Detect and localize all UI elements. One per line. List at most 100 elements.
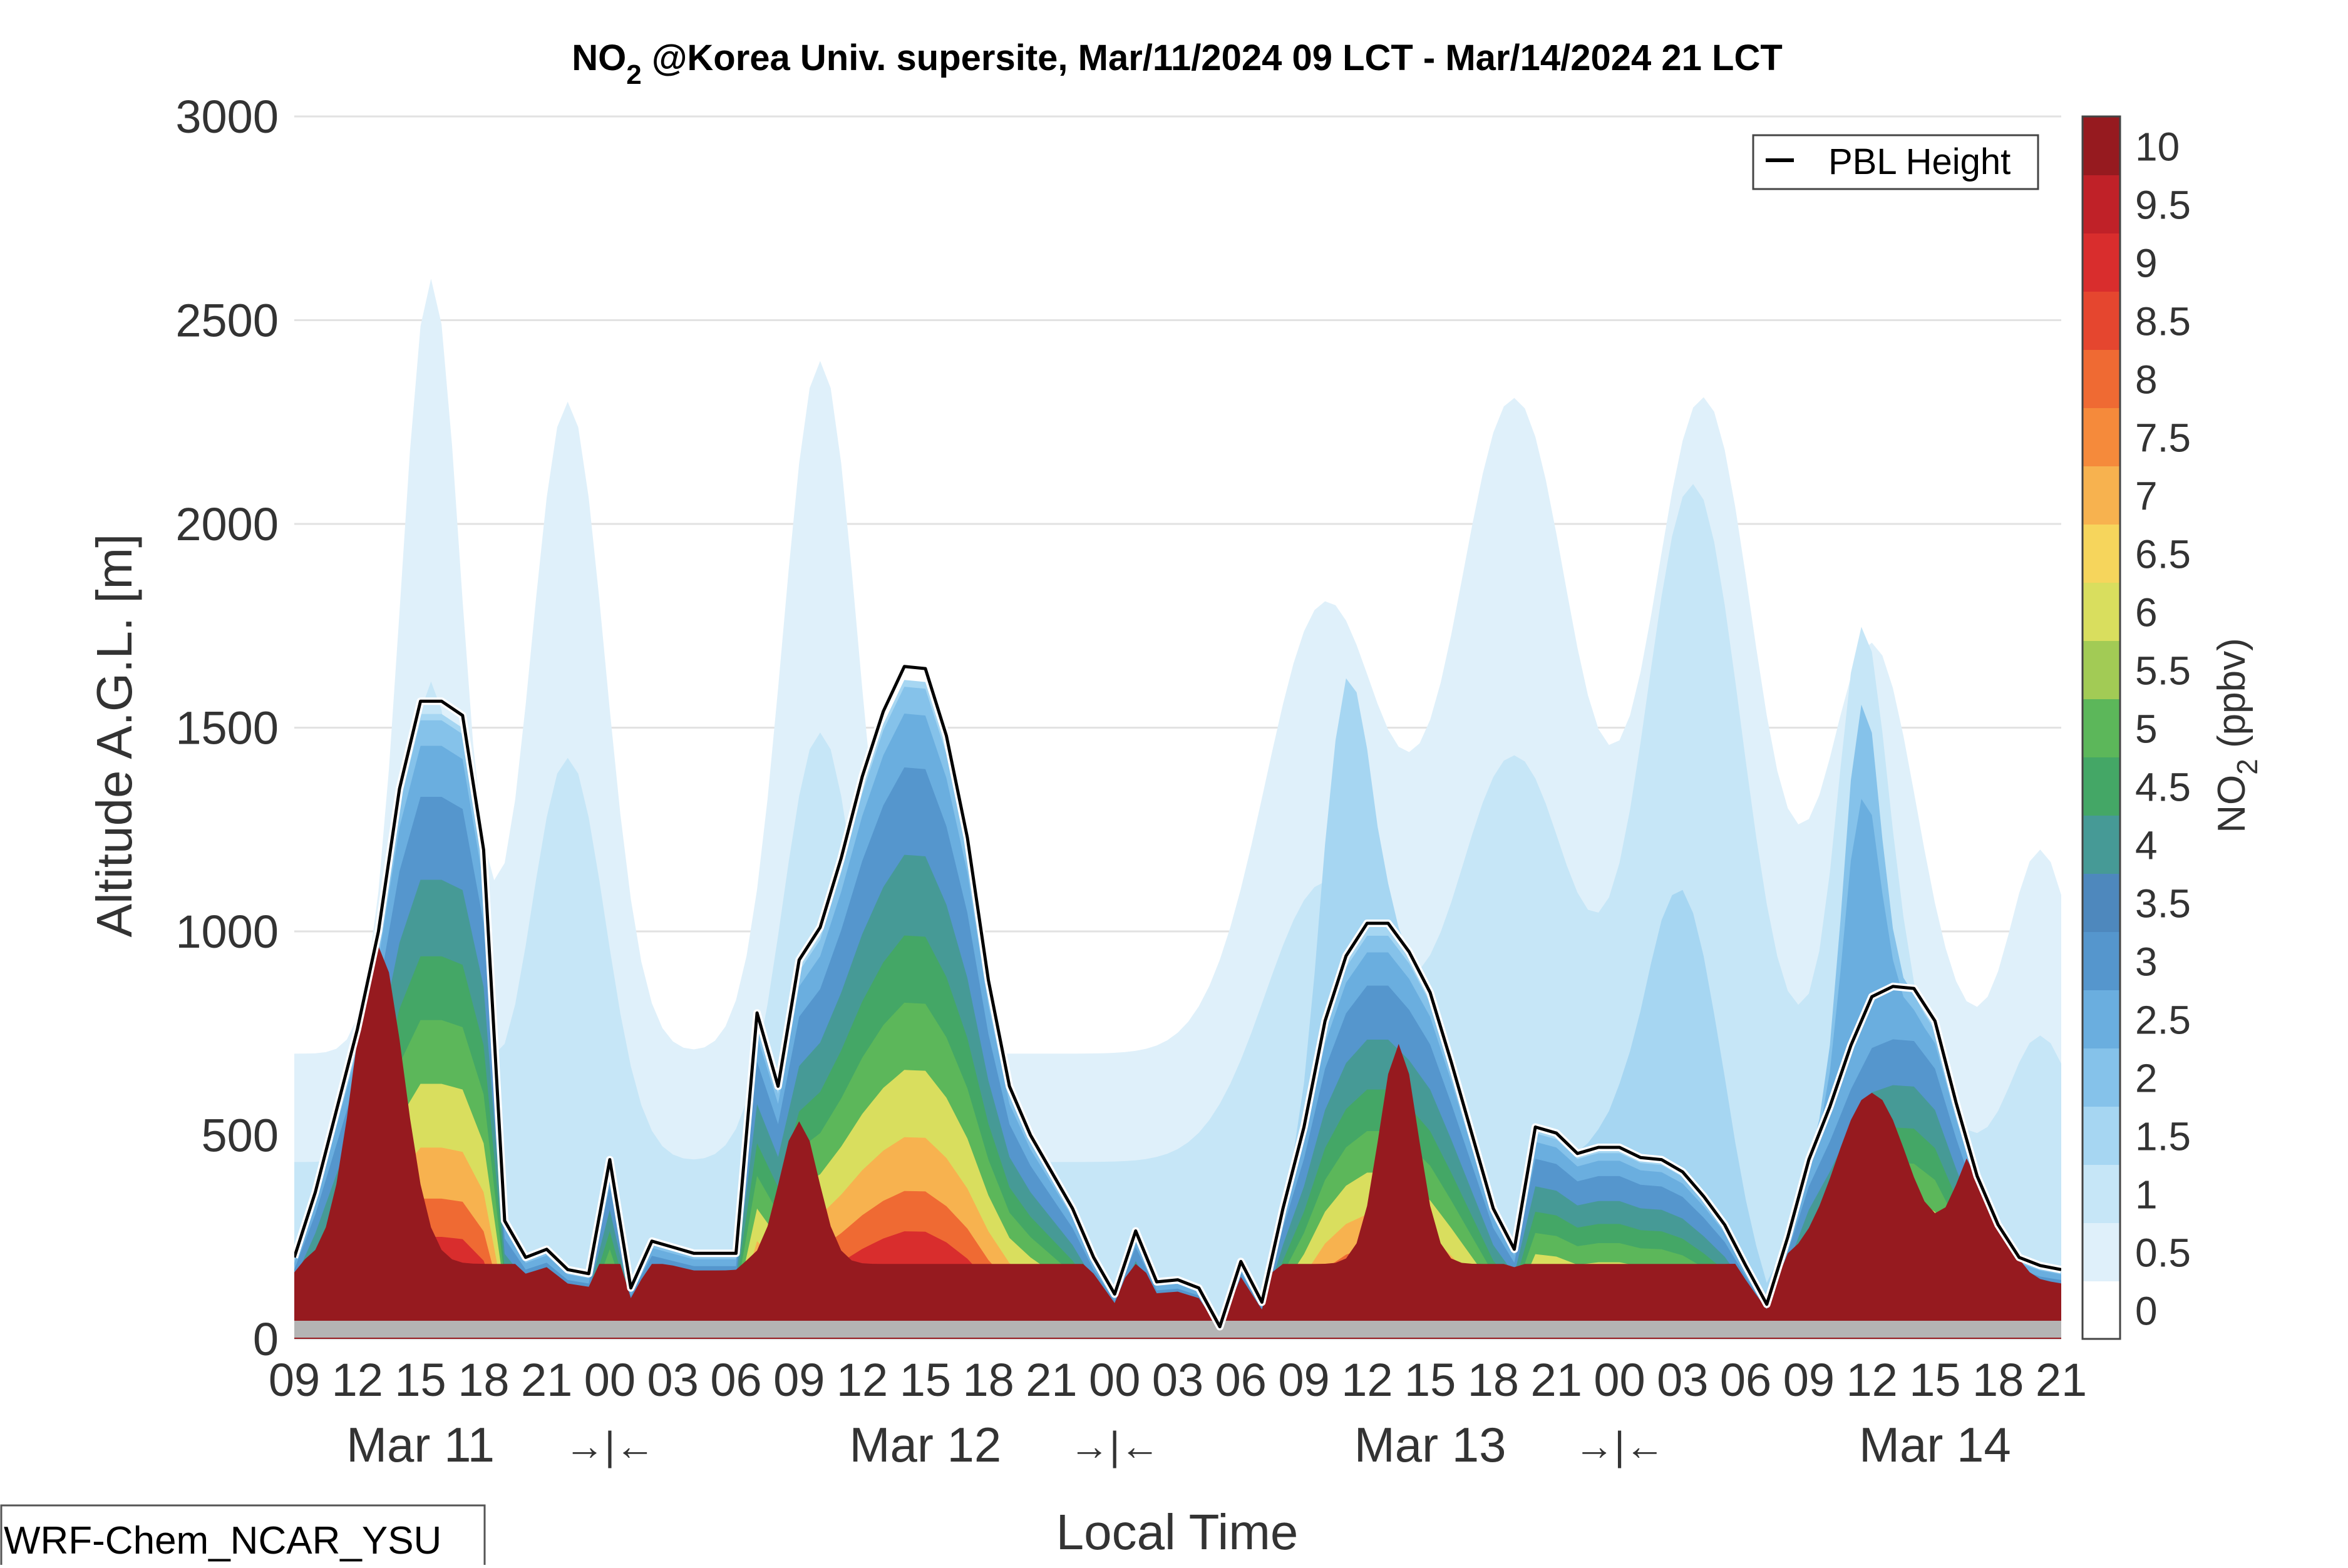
colorbar-tick-label: 9.5: [2135, 183, 2191, 228]
y-tick-label: 0: [253, 1313, 279, 1365]
x-tick-label: 03: [1152, 1354, 1203, 1406]
colorbar-tick-label: 2: [2135, 1056, 2158, 1101]
x-tick-label: 00: [1594, 1354, 1645, 1406]
x-tick-label: 00: [584, 1354, 636, 1406]
colorbar-tick-label: 2.5: [2135, 998, 2191, 1043]
x-tick-label: 09: [269, 1354, 320, 1406]
colorbar-swatch: [2083, 233, 2120, 292]
colorbar-swatch: [2083, 1048, 2120, 1107]
colorbar-tick-label: 1.5: [2135, 1114, 2191, 1159]
colorbar-swatch: [2083, 291, 2120, 350]
colorbar: 0 0.5 1 1.5 2 2.5 3 3.5 4 4.5 5 5.5 6 6.5 7 7.5 8 8.5 9 9.5…: [2081, 115, 2191, 1340]
colorbar-swatch: [2083, 640, 2120, 699]
colorbar-tick-label: 6: [2135, 590, 2158, 635]
colorbar-swatch: [2083, 931, 2120, 990]
colorbar-label: NO2 (ppbv): [2210, 638, 2263, 833]
y-axis-label: Altitude A.G.L. [m]: [86, 534, 142, 938]
night-marker: →|←: [565, 1423, 656, 1468]
x-tick-label: 12: [1846, 1354, 1897, 1406]
day-label: Mar 12: [849, 1417, 1001, 1472]
colorbar-swatch: [2083, 349, 2120, 408]
colorbar-tick-label: 3: [2135, 940, 2158, 985]
colorbar-tick-label: 10: [2135, 125, 2180, 170]
colorbar-swatch: [2083, 873, 2120, 932]
night-marker: →|←: [1069, 1423, 1160, 1468]
x-tick-label: 18: [1972, 1354, 2024, 1406]
x-tick-label: 09: [1783, 1354, 1835, 1406]
no2-band-10: [294, 946, 2061, 1339]
colorbar-swatch: [2083, 175, 2120, 233]
chart-title: NO2 @Korea Univ. supersite, Mar/11/2024 …: [572, 38, 1783, 90]
x-axis-ticks: 09 12 15 18 21 00 03 06 09 12 15 18 21 00 03 06 09 12 15 18…: [269, 1354, 2087, 1472]
colorbar-tick-label: 8: [2135, 357, 2158, 402]
colorbar-tick-label: 1: [2135, 1172, 2158, 1217]
colorbar-frame: [2081, 115, 2121, 1340]
x-tick-label: 06: [710, 1354, 761, 1406]
colorbar-tick-label: 7: [2135, 474, 2158, 519]
colorbar-tick-label: 4.5: [2135, 765, 2191, 810]
y-tick-label: 2000: [175, 498, 279, 550]
ground-strip: [294, 1321, 2061, 1338]
day-label: Mar 14: [1859, 1417, 2011, 1472]
no2-band-3: [294, 767, 2061, 1339]
x-tick-label: 21: [521, 1354, 572, 1406]
x-tick-label: 15: [394, 1354, 446, 1406]
colorbar-tick-label: 4: [2135, 823, 2158, 868]
colorbar-tick-label: 5.5: [2135, 648, 2191, 694]
x-tick-label: 21: [1531, 1354, 1582, 1406]
legend: PBL Height: [1752, 134, 2039, 190]
colorbar-tick-label: 9: [2135, 241, 2158, 286]
no2-band-4_5: [294, 1002, 2061, 1339]
colorbar-swatch: [2083, 757, 2120, 816]
colorbar-swatch: [2083, 990, 2120, 1048]
x-tick-label: 03: [647, 1354, 699, 1406]
colorbar-swatch: [2083, 815, 2120, 874]
colorbar-swatch: [2083, 116, 2120, 175]
x-tick-label: 09: [1278, 1354, 1329, 1406]
x-tick-label: 12: [1341, 1354, 1393, 1406]
colorbar-swatch: [2083, 1106, 2120, 1165]
x-tick-label: 18: [458, 1354, 509, 1406]
y-tick-label: 2500: [175, 295, 279, 347]
model-label: WRF-Chem_NCAR_YSU: [4, 1519, 441, 1562]
no2-band-3_5: [294, 854, 2061, 1339]
colorbar-tick-label: 0: [2135, 1289, 2158, 1334]
colorbar-swatch: [2083, 1222, 2120, 1281]
colorbar-tick-label: 7.5: [2135, 416, 2191, 461]
colorbar-swatch: [2083, 524, 2120, 583]
pbl-height-line: [294, 665, 2061, 1328]
night-marker: →|←: [1574, 1423, 1665, 1468]
y-tick-label: 3000: [175, 91, 279, 143]
no2-band-4: [294, 935, 2061, 1339]
colorbar-swatch: [2083, 466, 2120, 525]
x-tick-label: 12: [837, 1354, 888, 1406]
x-tick-label: 03: [1657, 1354, 1708, 1406]
day-label: Mar 13: [1354, 1417, 1506, 1472]
y-tick-label: 1500: [175, 702, 279, 754]
colorbar-swatch: [2083, 699, 2120, 757]
y-tick-label: 500: [202, 1110, 279, 1162]
colorbar-tick-label: 8.5: [2135, 299, 2191, 344]
x-axis-label: Local Time: [1056, 1504, 1299, 1560]
model-label-box: WRF-Chem_NCAR_YSU: [0, 1504, 486, 1568]
x-tick-label: 21: [1026, 1354, 1077, 1406]
day-label: Mar 11: [346, 1417, 495, 1472]
x-tick-label: 06: [1215, 1354, 1267, 1406]
x-tick-label: 15: [900, 1354, 951, 1406]
x-tick-label: 21: [2036, 1354, 2087, 1406]
x-tick-label: 09: [773, 1354, 825, 1406]
y-tick-label: 1000: [175, 906, 279, 958]
no2-concentration-field: [294, 279, 2061, 1340]
x-tick-label: 00: [1089, 1354, 1140, 1406]
colorbar-swatch: [2083, 582, 2120, 641]
colorbar-swatch: [2083, 1164, 2120, 1223]
colorbar-swatch: [2083, 1281, 2120, 1340]
legend-label: PBL Height: [1828, 141, 2011, 182]
colorbar-swatch: [2083, 407, 2120, 466]
x-tick-label: 18: [962, 1354, 1014, 1406]
y-axis-ticks: 0 500 1000 1500 2000 2500 3000: [175, 91, 279, 1365]
x-tick-label: 18: [1468, 1354, 1519, 1406]
colorbar-tick-label: 5: [2135, 707, 2158, 752]
